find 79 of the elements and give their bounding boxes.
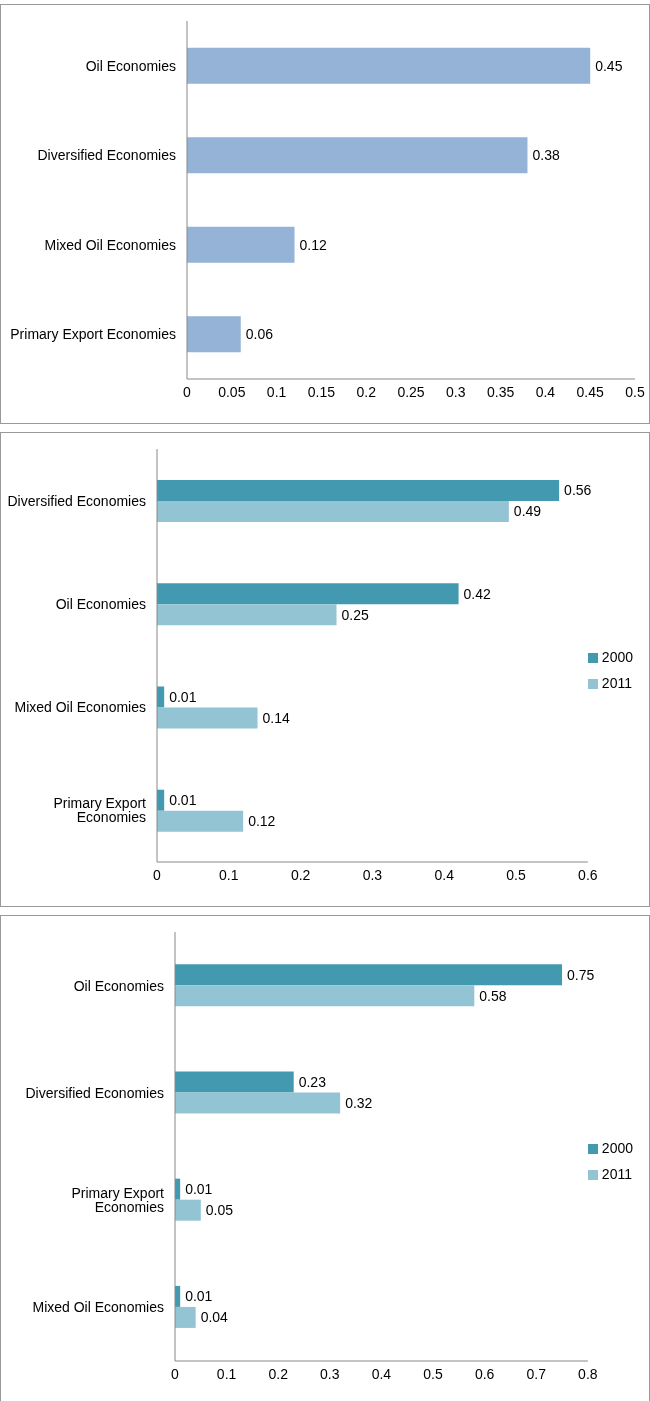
- x-tick-label: 0.5: [506, 866, 526, 883]
- x-tick-label: 0.15: [307, 383, 336, 400]
- bar: [157, 810, 244, 832]
- data-label: 0.12: [248, 813, 276, 830]
- data-label: 0.38: [532, 147, 560, 164]
- x-tick-label: 0.3: [362, 866, 383, 883]
- bar: [175, 1199, 201, 1221]
- data-label: 0.58: [479, 987, 507, 1004]
- x-tick-label: 0.2: [290, 866, 311, 883]
- x-tick-label: 0: [183, 383, 192, 400]
- data-label: 0.01: [169, 792, 197, 809]
- bar: [175, 964, 563, 986]
- x-tick-label: 0.5: [423, 1365, 443, 1382]
- bar: [175, 1071, 294, 1093]
- x-tick-label: 0.35: [486, 383, 515, 400]
- data-label: 0.12: [299, 236, 327, 253]
- x-tick-label: 0.2: [356, 383, 377, 400]
- x-tick-label: 0.1: [266, 383, 287, 400]
- y-tick-label: Mixed Oil Economies: [32, 1299, 164, 1316]
- data-label: 0.06: [245, 326, 274, 343]
- x-tick-label: 0: [171, 1365, 180, 1382]
- y-tick-label: Diversified Economies: [37, 147, 176, 164]
- bar: [187, 137, 528, 174]
- legend-label: 2000: [601, 1139, 633, 1156]
- data-label: 0.14: [262, 709, 290, 726]
- data-label: 0.05: [205, 1202, 234, 1219]
- bar: [157, 604, 337, 626]
- y-tick-label: Oil Economies: [85, 57, 176, 74]
- y-tick-label: Mixed Oil Economies: [44, 236, 176, 253]
- y-tick-label: Mixed Oil Economies: [14, 699, 146, 716]
- x-tick-label: 0.8: [578, 1365, 598, 1382]
- data-label: 0.25: [341, 606, 369, 623]
- data-label: 0.04: [200, 1309, 229, 1326]
- x-tick-label: 0.05: [218, 383, 246, 400]
- legend-label: 2011: [601, 674, 632, 691]
- x-tick-label: 0.4: [535, 383, 556, 400]
- bar: [187, 226, 295, 263]
- x-tick-label: 0.25: [397, 383, 425, 400]
- x-tick-label: 0.3: [446, 383, 466, 400]
- x-tick-label: 0.4: [371, 1365, 392, 1382]
- x-tick-label: 0.3: [320, 1365, 340, 1382]
- data-label: 0.01: [169, 688, 197, 705]
- y-tick-label: Oil Economies: [55, 595, 146, 612]
- y-tick-label: Primary Export Economies: [71, 1185, 165, 1216]
- x-tick-label: 0.2: [268, 1365, 289, 1382]
- x-tick-label: 0.1: [216, 1365, 237, 1382]
- x-tick-label: 0.7: [526, 1365, 547, 1382]
- data-label: 0.42: [463, 585, 492, 602]
- data-label: 0.01: [185, 1288, 213, 1305]
- y-tick-label: Oil Economies: [73, 977, 164, 994]
- data-label: 0.49: [513, 503, 542, 520]
- bar: [187, 47, 591, 84]
- y-tick-label: Diversified Economies: [7, 492, 146, 509]
- bar: [175, 1092, 341, 1114]
- y-tick-label: Primary Export Economies: [53, 795, 147, 826]
- x-tick-label: 0.1: [219, 866, 239, 883]
- x-tick-label: 0.6: [578, 866, 598, 883]
- data-label: 0.56: [564, 482, 592, 499]
- x-tick-label: 0.5: [625, 383, 645, 400]
- bar: [157, 583, 459, 605]
- y-tick-label: Primary Export Economies: [10, 326, 176, 343]
- x-tick-label: 0.4: [434, 866, 455, 883]
- data-label: 0.01: [185, 1181, 213, 1198]
- legend-label: 2000: [601, 648, 633, 665]
- legend-label: 2011: [601, 1165, 632, 1182]
- data-label: 0.75: [567, 966, 595, 983]
- data-label: 0.23: [298, 1073, 327, 1090]
- x-tick-label: 0.45: [576, 383, 605, 400]
- data-label: 0.45: [595, 57, 623, 74]
- y-tick-label: Diversified Economies: [25, 1084, 164, 1101]
- x-tick-label: 0: [153, 866, 162, 883]
- bar: [175, 985, 475, 1007]
- bar: [157, 479, 560, 501]
- data-label: 0.32: [345, 1094, 373, 1111]
- bar: [187, 316, 241, 353]
- bar: [175, 1306, 196, 1328]
- bar: [157, 500, 509, 522]
- bar: [157, 707, 258, 729]
- x-tick-label: 0.6: [474, 1365, 495, 1382]
